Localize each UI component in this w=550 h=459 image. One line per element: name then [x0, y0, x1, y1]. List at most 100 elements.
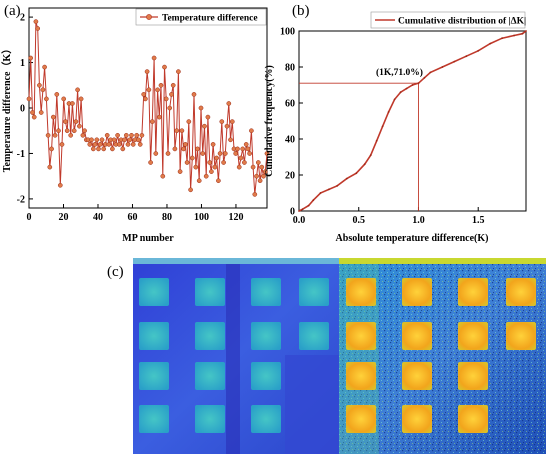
- data-point-b: [501, 37, 503, 40]
- data-point-b: [312, 199, 315, 202]
- data-point-a: [163, 96, 169, 102]
- thermal-right-cell: [402, 322, 432, 350]
- data-point-a: [264, 151, 270, 156]
- data-point-a: [165, 151, 171, 156]
- thermal-left-cells: [139, 278, 329, 433]
- data-point-a: [158, 82, 164, 88]
- data-point-a: [219, 119, 225, 124]
- data-point-b: [411, 84, 414, 86]
- data-point-a: [99, 137, 105, 143]
- data-point-a: [233, 151, 239, 156]
- thermal-left-cell: [139, 362, 169, 390]
- y-tick-label-a: 2: [20, 13, 25, 24]
- data-point-a: [160, 173, 166, 179]
- data-point-a: [224, 123, 230, 129]
- data-point-a: [184, 160, 190, 165]
- data-point-a: [63, 119, 68, 124]
- data-point-a: [52, 132, 58, 138]
- data-point-a: [170, 82, 176, 88]
- data-point-a: [221, 160, 226, 165]
- data-point-a: [54, 92, 60, 97]
- data-point-a: [151, 55, 157, 61]
- series-line-b: [298, 30, 527, 212]
- data-point-a: [210, 142, 216, 147]
- legend-b: Cumulative distribution of |ΔK|: [370, 11, 526, 29]
- thermal-right-cell: [402, 405, 432, 433]
- ylabel-a: Temperature difference（K）: [0, 44, 13, 172]
- panel-label-c: (c): [107, 264, 124, 280]
- data-point-a: [92, 142, 98, 147]
- x-tick-label-b: 0.5: [352, 215, 365, 226]
- data-point-a: [130, 142, 136, 147]
- data-point-b: [355, 172, 358, 175]
- data-point-a: [68, 132, 74, 138]
- data-point-a: [217, 151, 223, 156]
- data-point-b: [405, 87, 408, 90]
- data-point-a: [127, 137, 133, 143]
- data-point-b: [298, 210, 300, 212]
- data-point-a: [78, 96, 84, 102]
- data-point-a: [179, 128, 185, 134]
- data-point-a: [202, 123, 207, 129]
- thermal-right-cell: [458, 322, 488, 350]
- data-point-a: [169, 92, 174, 97]
- y-tick-label-b: 60: [285, 99, 295, 110]
- reference-lines-b: [299, 82, 419, 211]
- data-point-a: [209, 169, 214, 174]
- y-tick-label-b: 80: [285, 63, 295, 74]
- data-point-a: [33, 19, 39, 24]
- thermal-left-topband: [133, 258, 339, 264]
- data-point-a: [229, 119, 235, 124]
- data-point-a: [259, 164, 265, 170]
- thermal-left-cell: [251, 278, 281, 306]
- data-point-a: [94, 137, 100, 143]
- data-point-a: [106, 142, 112, 147]
- data-point-a: [38, 110, 44, 115]
- x-tick-label-b: 1.0: [412, 215, 425, 226]
- data-point-b: [307, 204, 310, 207]
- data-point-a: [196, 178, 202, 184]
- data-point-a: [120, 146, 126, 152]
- thermal-left-cell: [299, 322, 329, 350]
- tick-group-b: 0.0 0.5 1.0 1.5 0 20 40 60 80 100: [280, 27, 484, 227]
- data-point-a: [247, 151, 252, 156]
- thermal-left-cell: [251, 405, 281, 433]
- data-point-a: [181, 146, 186, 152]
- data-point-a: [110, 146, 115, 152]
- thermal-left-cell: [195, 322, 225, 350]
- data-point-a: [77, 123, 82, 129]
- data-point-a: [49, 146, 54, 152]
- data-point-a: [143, 96, 148, 102]
- data-point-a: [136, 137, 141, 143]
- data-point-a: [261, 173, 266, 179]
- x-tick-label-b: 1.5: [472, 215, 485, 226]
- data-point-a: [228, 137, 233, 143]
- data-point-a: [216, 178, 221, 184]
- series-b: [298, 30, 527, 212]
- data-point-b: [489, 42, 492, 45]
- data-point-b: [513, 34, 515, 37]
- data-point-a: [87, 142, 93, 147]
- data-point-a: [26, 96, 32, 102]
- x-tick-label-a: 100: [194, 212, 209, 223]
- data-point-a: [167, 105, 173, 111]
- data-point-b: [465, 55, 468, 58]
- data-point-a: [35, 26, 41, 31]
- data-point-a: [47, 164, 53, 170]
- thermal-left-cell: [195, 278, 225, 306]
- data-point-a: [56, 128, 61, 134]
- legend-box-b: [370, 11, 526, 29]
- thermal-left-cell: [139, 278, 169, 306]
- data-point-a: [64, 128, 70, 134]
- data-point-a: [71, 128, 77, 134]
- thermal-right-cell: [458, 278, 488, 306]
- data-point-b: [525, 30, 527, 32]
- y-tick-label-b: 0: [290, 207, 295, 218]
- data-point-a: [73, 119, 79, 124]
- data-point-b: [301, 208, 304, 211]
- plot-frame-b: [298, 30, 527, 212]
- data-point-a: [255, 160, 261, 165]
- data-point-a: [156, 114, 162, 120]
- x-tick-label-a: 60: [127, 212, 137, 223]
- x-tick-label-a: 20: [58, 212, 68, 223]
